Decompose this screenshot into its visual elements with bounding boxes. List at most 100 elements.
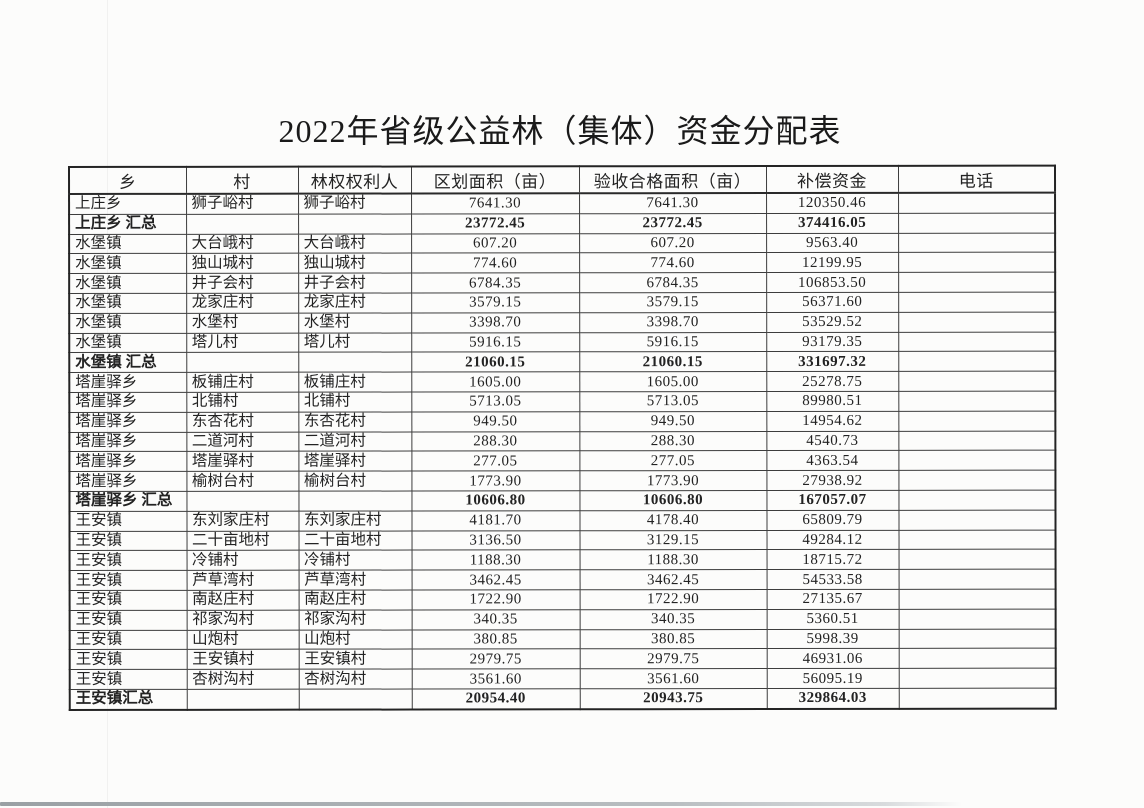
cell-village: [186, 213, 299, 234]
cell-compensation: 25278.75: [766, 371, 899, 392]
cell-accepted-area: 3129.15: [579, 530, 767, 551]
cell-accepted-area: 774.60: [579, 252, 767, 273]
cell-phone: [898, 668, 1056, 689]
cell-township: 王安镇汇总: [69, 689, 187, 710]
table-body: 上庄乡 狮子峪村 狮子峪村 7641.30 7641.30 120350.46 上庄乡 汇总…: [69, 192, 1056, 710]
cell-zoned-area: 1188.30: [411, 550, 580, 571]
cell-zoned-area: 774.60: [411, 253, 580, 274]
cell-rights-holder: 水堡村: [298, 312, 412, 333]
cell-township: 塔崖驿乡: [69, 451, 187, 472]
cell-village: 塔儿村: [186, 332, 299, 353]
cell-accepted-area: 6784.35: [579, 272, 767, 293]
table-row: 王安镇 东刘家庄村 东刘家庄村 4181.70 4178.40 65809.79: [69, 509, 1056, 532]
cell-compensation: 12199.95: [766, 252, 899, 273]
cell-accepted-area: 949.50: [579, 411, 767, 432]
table-row: 上庄乡 狮子峪村 狮子峪村 7641.30 7641.30 120350.46: [69, 192, 1056, 215]
cell-accepted-area: 10606.80: [579, 490, 767, 511]
cell-village: 井子会村: [186, 273, 299, 294]
table-row: 塔崖驿乡 二道河村 二道河村 288.30 288.30 4540.73: [69, 430, 1056, 452]
table-row: 水堡镇 塔儿村 塔儿村 5916.15 5916.15 93179.35: [69, 331, 1056, 353]
cell-township: 水堡镇: [69, 273, 187, 294]
cell-compensation: 27938.92: [766, 470, 899, 491]
cell-compensation: 9563.40: [766, 232, 899, 253]
cell-zoned-area: 6784.35: [411, 272, 580, 294]
cell-rights-holder: 板铺庄村: [298, 372, 412, 393]
cell-zoned-area: 3561.60: [411, 668, 580, 689]
allocation-table: 乡 村 林权权利人 区划面积（亩） 验收合格面积（亩） 补偿资金 电话 上庄乡狮…: [68, 164, 1057, 711]
table-row: 王安镇 山炮村 山炮村 380.85 380.85 5998.39: [69, 628, 1056, 650]
cell-zoned-area: 340.35: [411, 609, 580, 630]
cell-village: 冷铺村: [186, 550, 299, 571]
cell-accepted-area: 5713.05: [579, 391, 767, 412]
cell-rights-holder: 杏树沟村: [298, 669, 412, 690]
cell-zoned-area: 288.30: [411, 431, 580, 452]
cell-compensation: 4540.73: [766, 430, 899, 451]
cell-compensation: 93179.35: [766, 331, 899, 352]
cell-rights-holder: [298, 688, 412, 710]
cell-township: 王安镇: [69, 629, 187, 650]
table-row: 塔崖驿乡 北铺村 北铺村 5713.05 5713.05 89980.51: [69, 391, 1056, 413]
cell-zoned-area: 1773.90: [411, 470, 580, 491]
cell-zoned-area: 3398.70: [411, 312, 580, 333]
cell-rights-holder: 大台峨村: [298, 233, 412, 254]
cell-rights-holder: 东杏花村: [298, 411, 412, 432]
cell-phone: [898, 430, 1056, 451]
cell-phone: [898, 450, 1056, 471]
cell-zoned-area: 607.20: [411, 233, 580, 254]
header-phone: 电话: [898, 165, 1056, 193]
table-row: 塔崖驿乡 塔崖驿村 塔崖驿村 277.05 277.05 4363.54: [69, 450, 1056, 472]
cell-phone: [898, 351, 1056, 372]
cell-zoned-area: 380.85: [411, 629, 580, 650]
cell-village: 山炮村: [186, 629, 299, 650]
cell-rights-holder: 芦草湾村: [298, 570, 412, 591]
cell-compensation: 374416.05: [766, 213, 899, 234]
cell-rights-holder: 塔儿村: [298, 332, 412, 353]
cell-compensation: 331697.32: [766, 351, 899, 372]
cell-village: 龙家庄村: [186, 293, 299, 314]
cell-rights-holder: 南赵庄村: [298, 589, 412, 610]
header-zoned-area: 区划面积（亩）: [411, 166, 580, 194]
table-row: 塔崖驿乡 榆树台村 榆树台村 1773.90 1773.90 27938.92: [69, 470, 1056, 492]
summary-row: 上庄乡 汇总 23772.45 23772.45 374416.05: [69, 212, 1056, 235]
cell-accepted-area: 1605.00: [579, 371, 767, 392]
table-row: 王安镇 冷铺村 冷铺村 1188.30 1188.30 18715.72: [69, 549, 1056, 571]
cell-rights-holder: [298, 213, 412, 234]
cell-township: 王安镇: [69, 570, 187, 591]
table-row: 王安镇 南赵庄村 南赵庄村 1722.90 1722.90 27135.67: [69, 589, 1056, 611]
cell-township: 上庄乡: [69, 193, 187, 215]
cell-village: [186, 491, 299, 512]
summary-row: 塔崖驿乡 汇总 10606.80 10606.80 167057.07: [69, 490, 1056, 512]
cell-accepted-area: 1722.90: [579, 589, 767, 610]
summary-row: 水堡镇 汇总 21060.15 21060.15 331697.32: [69, 351, 1056, 373]
cell-zoned-area: 23772.45: [411, 213, 580, 234]
cell-rights-holder: 二十亩地村: [298, 530, 412, 551]
header-rights-holder: 林权权利人: [298, 166, 412, 194]
cell-accepted-area: 3462.45: [579, 569, 767, 590]
cell-compensation: 49284.12: [766, 529, 899, 550]
cell-zoned-area: 5916.15: [411, 332, 580, 353]
allocation-table-container: 乡 村 林权权利人 区划面积（亩） 验收合格面积（亩） 补偿资金 电话 上庄乡狮…: [68, 164, 1057, 711]
cell-zoned-area: 7641.30: [411, 193, 580, 214]
cell-accepted-area: 2979.75: [579, 648, 767, 669]
table-row: 水堡镇 龙家庄村 龙家庄村 3579.15 3579.15 56371.60: [69, 292, 1056, 314]
cell-compensation: 27135.67: [766, 589, 899, 610]
cell-phone: [898, 192, 1056, 214]
cell-zoned-area: 20954.40: [411, 688, 580, 710]
table-row: 王安镇 祁家沟村 祁家沟村 340.35 340.35 5360.51: [69, 608, 1056, 631]
cell-rights-holder: 塔崖驿村: [298, 451, 412, 472]
cell-phone: [898, 311, 1056, 332]
cell-village: 二十亩地村: [186, 530, 299, 551]
cell-compensation: 4363.54: [766, 450, 899, 471]
cell-phone: [898, 470, 1056, 491]
cell-compensation: 120350.46: [766, 192, 899, 214]
header-compensation: 补偿资金: [766, 165, 899, 194]
cell-village: 东杏花村: [186, 411, 299, 432]
cell-compensation: 89980.51: [766, 391, 899, 412]
cell-township: 水堡镇: [69, 332, 187, 353]
cell-compensation: 53529.52: [766, 312, 899, 333]
cell-accepted-area: 380.85: [579, 629, 767, 650]
cell-village: 王安镇村: [186, 649, 299, 670]
table-row: 王安镇 杏树沟村 杏树沟村 3561.60 3561.60 56095.19: [69, 668, 1056, 690]
cell-township: 塔崖驿乡: [69, 372, 187, 393]
